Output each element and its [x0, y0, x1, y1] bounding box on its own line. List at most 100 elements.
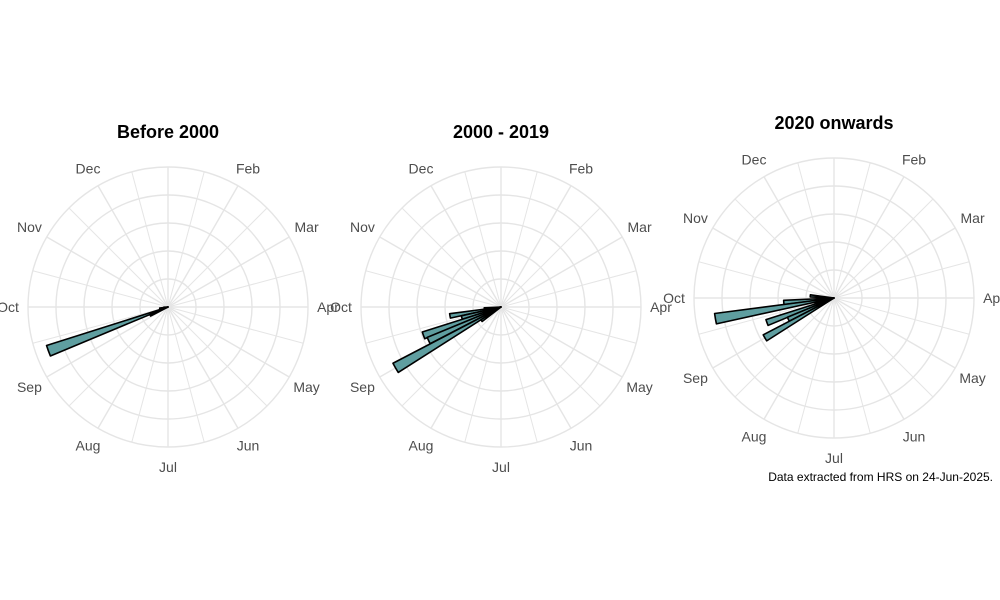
grid-spoke — [167, 306, 268, 407]
month-label-oct: Oct — [330, 299, 352, 315]
chart-title: Before 2000 — [117, 122, 219, 142]
rose-bar-5 — [149, 306, 169, 317]
month-label-feb: Feb — [236, 160, 260, 176]
grid-spoke — [698, 261, 835, 299]
grid-spoke — [430, 185, 502, 308]
grid-spoke — [46, 236, 169, 308]
grid-spoke — [167, 306, 239, 429]
month-label-jul: Jul — [492, 459, 510, 475]
month-label-feb: Feb — [902, 151, 926, 167]
grid-spoke — [500, 306, 572, 429]
month-label-nov: Nov — [683, 210, 708, 226]
month-label-aug: Aug — [409, 438, 434, 454]
grid-spoke — [167, 207, 268, 308]
month-label-apr: Apr — [650, 299, 672, 315]
grid-spoke — [500, 306, 601, 407]
month-label-mar: Mar — [295, 219, 319, 235]
grid-spoke — [167, 185, 239, 308]
grid-spoke — [500, 185, 572, 308]
grid-spoke — [500, 270, 637, 308]
month-label-nov: Nov — [350, 219, 375, 235]
month-label-apr: Apr — [983, 290, 1000, 306]
grid-spoke — [833, 162, 871, 299]
grid-spoke — [32, 306, 169, 344]
chart-title: 2020 onwards — [774, 113, 893, 133]
grid-spoke — [430, 306, 502, 429]
rose-bar-4 — [45, 306, 169, 357]
grid-spoke — [46, 306, 169, 378]
grid-spoke — [833, 261, 970, 299]
month-label-sep: Sep — [683, 370, 708, 386]
grid-spoke — [500, 306, 623, 378]
month-label-jun: Jun — [570, 438, 593, 454]
grid-spoke — [833, 297, 970, 335]
grid-spoke — [167, 171, 205, 308]
polar-grid — [360, 166, 642, 448]
month-label-may: May — [626, 379, 652, 395]
grid-spoke — [734, 198, 835, 299]
grid-spoke — [97, 185, 169, 308]
month-label-dec: Dec — [76, 160, 101, 176]
rose-bar-8 — [762, 297, 835, 342]
month-label-nov: Nov — [17, 219, 42, 235]
grid-spoke — [833, 227, 956, 299]
month-label-may: May — [293, 379, 319, 395]
rose-bar-4 — [713, 297, 835, 325]
grid-spoke — [131, 171, 169, 308]
grid-spoke — [763, 297, 835, 420]
polar-chart-3: 2020 onwards Feb Mar Apr May Jun Jul Aug Sep Oct N… — [663, 113, 1000, 466]
month-label-oct: Oct — [0, 299, 19, 315]
rose-bar-7 — [480, 306, 502, 323]
grid-spoke — [68, 207, 169, 308]
month-label-dec: Dec — [742, 151, 767, 167]
grid-spoke — [698, 297, 835, 335]
grid-spoke — [167, 306, 290, 378]
grid-spoke — [500, 171, 538, 308]
grid-spoke — [500, 306, 637, 344]
grid-spoke — [68, 306, 169, 407]
source-caption: Data extracted from HRS on 24-Jun-2025. — [768, 470, 993, 484]
polar-chart-1: Before 2000 Feb Mar Apr May Jun Jul Aug Sep Oct No… — [0, 122, 339, 475]
grid-spoke — [833, 297, 871, 434]
month-label-jun: Jun — [903, 429, 926, 445]
rose-bar-6 — [392, 306, 502, 374]
grid-spoke — [167, 306, 205, 443]
grid-spoke — [833, 297, 934, 398]
grid-spoke — [500, 306, 538, 443]
grid-spoke — [401, 207, 502, 308]
grid-spoke — [167, 236, 290, 308]
month-label-mar: Mar — [628, 219, 652, 235]
grid-spoke — [131, 306, 169, 443]
grid-spoke — [365, 270, 502, 308]
grid-spoke — [734, 297, 835, 398]
polar-grid — [27, 166, 309, 448]
month-label-feb: Feb — [569, 160, 593, 176]
grid-spoke — [500, 236, 623, 308]
grid-spoke — [797, 162, 835, 299]
polar-chart-2: 2000 - 2019 Feb Mar Apr May Jun Jul Aug Sep Oct No… — [330, 122, 672, 475]
grid-spoke — [763, 176, 835, 299]
month-label-sep: Sep — [350, 379, 375, 395]
grid-spoke — [833, 297, 905, 420]
month-label-dec: Dec — [409, 160, 434, 176]
grid-spoke — [797, 297, 835, 434]
chart-title: 2000 - 2019 — [453, 122, 549, 142]
grid-spoke — [833, 297, 956, 369]
grid-spoke — [97, 306, 169, 429]
month-label-may: May — [959, 370, 985, 386]
grid-spoke — [833, 176, 905, 299]
month-label-jul: Jul — [825, 450, 843, 466]
grid-spoke — [167, 306, 304, 344]
month-label-jun: Jun — [237, 438, 260, 454]
grid-spoke — [833, 198, 934, 299]
grid-spoke — [401, 306, 502, 407]
month-label-aug: Aug — [742, 429, 767, 445]
grid-spoke — [464, 171, 502, 308]
month-label-apr: Apr — [317, 299, 339, 315]
grid-spoke — [379, 236, 502, 308]
grid-spoke — [500, 207, 601, 308]
month-label-oct: Oct — [663, 290, 685, 306]
month-label-jul: Jul — [159, 459, 177, 475]
month-label-sep: Sep — [17, 379, 42, 395]
